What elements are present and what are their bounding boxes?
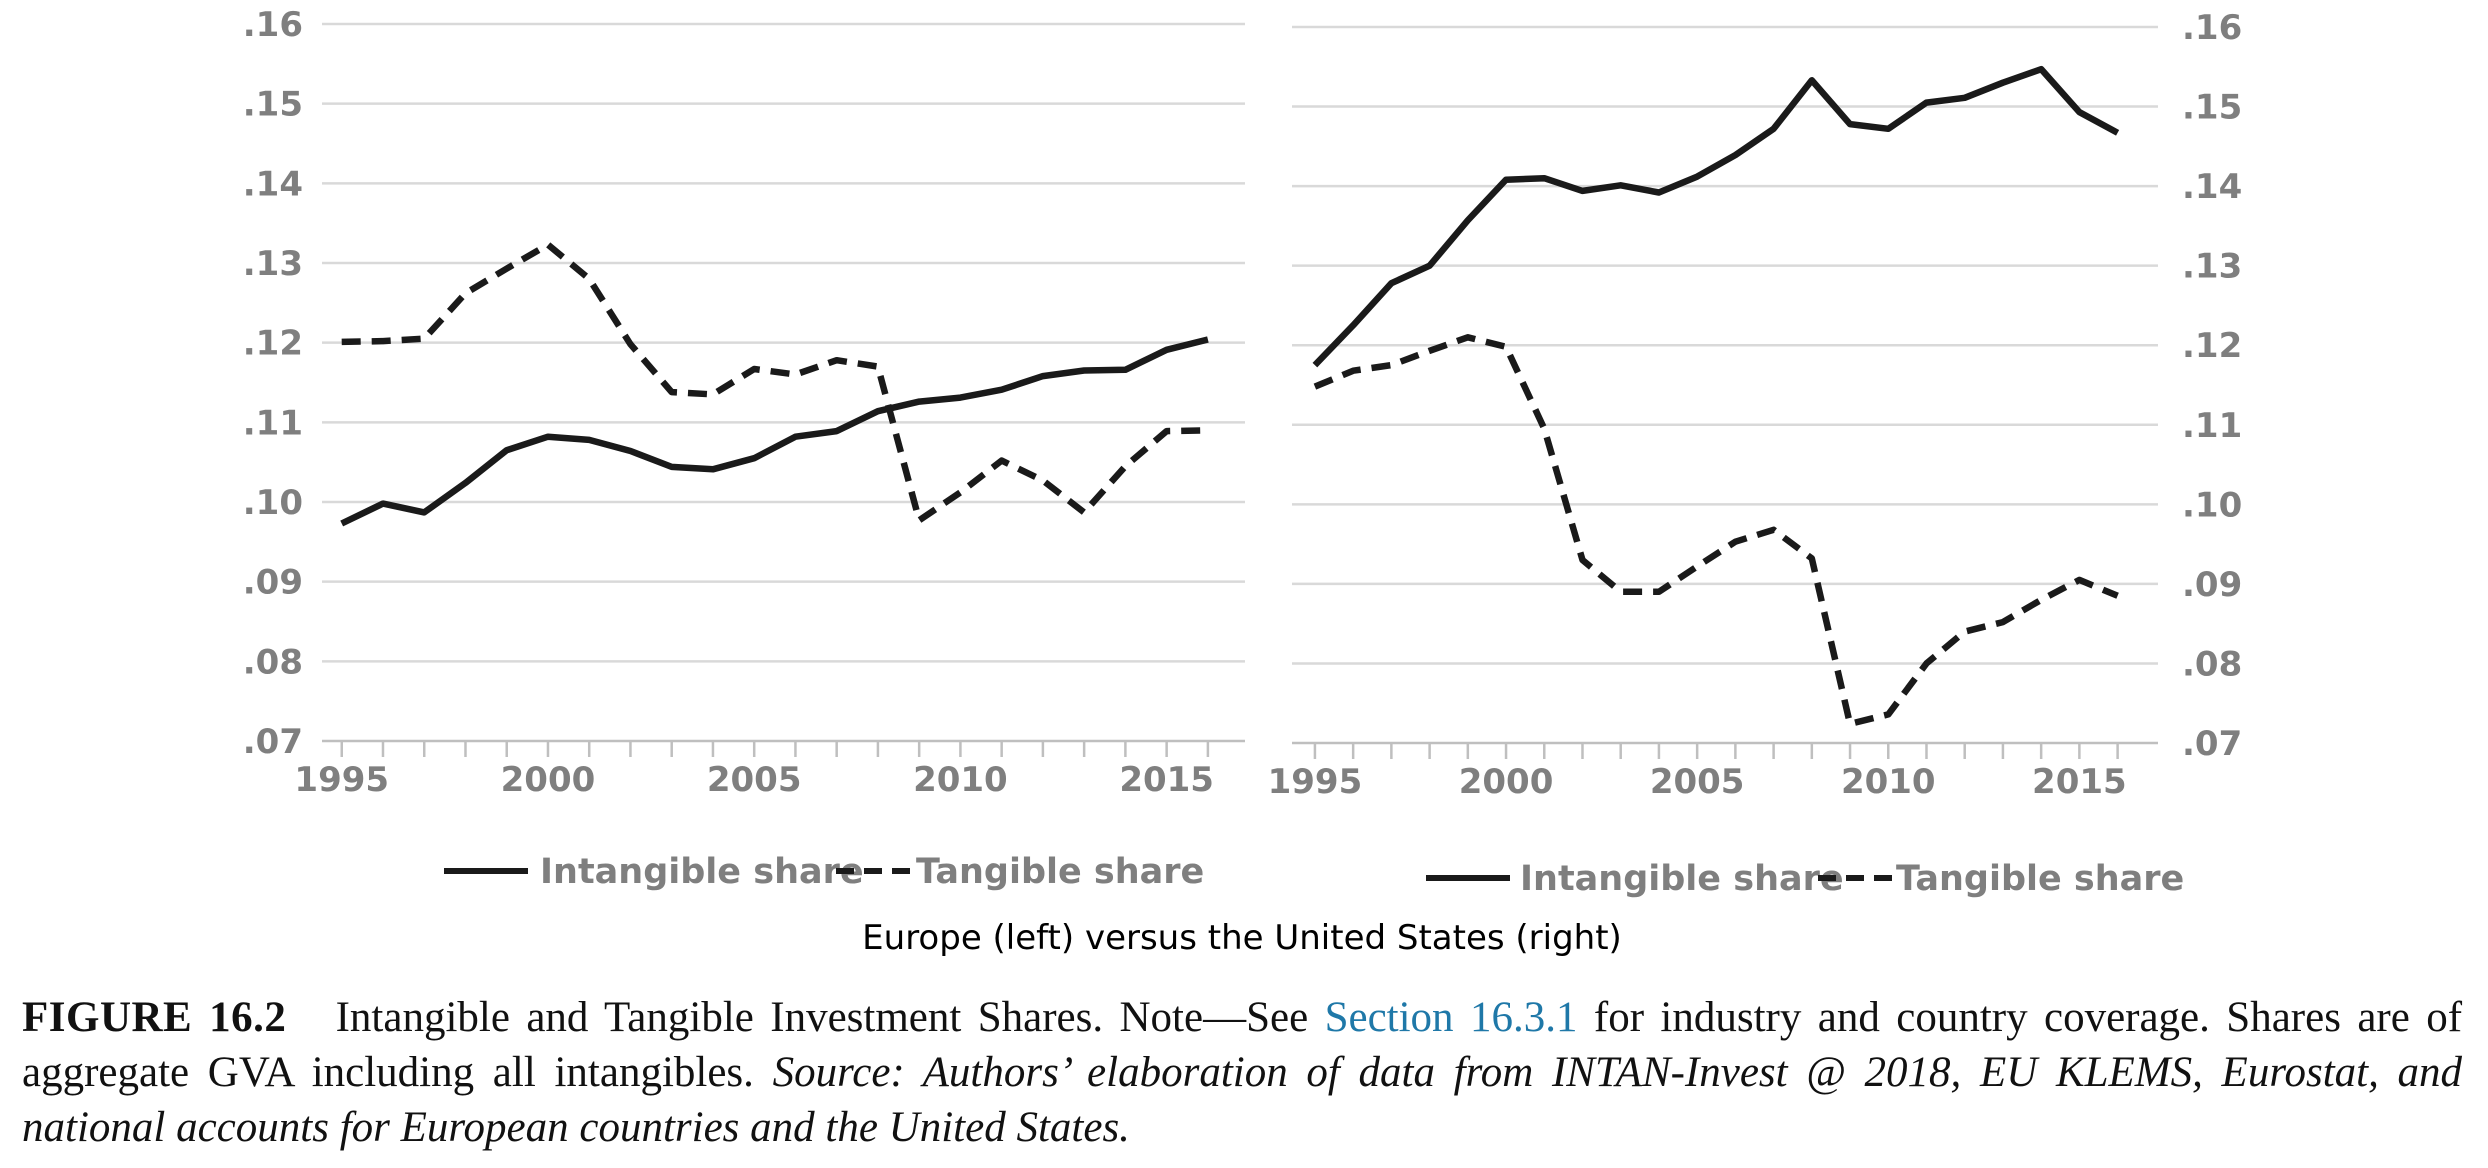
europe-y-tick-label: .13	[243, 244, 303, 284]
europe-y-tick-label: .11	[243, 403, 303, 443]
europe-y-tick-label: .10	[243, 483, 303, 523]
caption-text: Intangible and Tangible Investment Share…	[335, 994, 1309, 1041]
us-y-tick-label: .15	[2182, 88, 2242, 128]
us-y-tick-label: .16	[2182, 8, 2242, 48]
united-states-chart: .16 .15 .14 .13 .12 .11 .10 .09 .08 .07 1995 2000 20…	[1268, 8, 2243, 802]
europe-y-tick-label: .12	[243, 324, 303, 364]
us-y-tick-label: .12	[2182, 326, 2242, 366]
us-y-tick-label: .11	[2182, 406, 2242, 446]
europe-y-tick-label: .16	[243, 5, 303, 45]
us-y-tick-label: .07	[2182, 724, 2242, 764]
us-x-tick-label: 2010	[1841, 762, 1936, 802]
us-x-tick-label: 1995	[1268, 762, 1363, 802]
figure-subtitle: Europe (left) versus the United States (…	[862, 918, 1622, 958]
us-y-tick-label: .14	[2182, 167, 2242, 207]
us-intangible-share-line	[1312, 65, 2120, 368]
us-tangible-share-line	[1313, 334, 2119, 728]
caption-text-continued: for industry and country coverage. Share…	[22, 994, 2463, 1096]
legend-right-tangible-label: Tangible share	[1896, 859, 2184, 899]
us-y-tick-label: .10	[2182, 485, 2242, 525]
europe-x-tick-label: 2000	[501, 760, 596, 800]
europe-intangible-share-line	[340, 336, 1209, 527]
legend-left-tangible-label: Tangible share	[916, 852, 1204, 892]
us-x-tick-label: 2005	[1650, 762, 1745, 802]
europe-x-tick-label: 2015	[1119, 760, 1214, 800]
figure-caption: FIGURE 16.2 Intangible and Tangible Inve…	[22, 990, 2462, 1155]
legend-left-intangible-label: Intangible share	[540, 852, 864, 892]
europe-x-tick-label: 2010	[913, 760, 1008, 800]
legend-right: Intangible share Tangible share	[1426, 859, 2184, 899]
us-y-tick-label: .08	[2182, 644, 2242, 684]
europe-y-tick-label: .09	[243, 563, 303, 603]
legend-left: Intangible share Tangible share	[444, 852, 1204, 892]
section-link[interactable]: Section 16.3.1	[1324, 994, 1578, 1041]
europe-y-tick-label: .14	[243, 164, 303, 204]
legend-right-intangible-label: Intangible share	[1520, 859, 1844, 899]
us-y-tick-label: .13	[2182, 247, 2242, 287]
europe-y-tick-label: .08	[243, 642, 303, 682]
us-y-tick-label: .09	[2182, 565, 2242, 605]
caption-source: Source: Authors’ elaboration of data fro…	[22, 1049, 2463, 1151]
europe-tangible-share-line	[341, 241, 1208, 524]
europe-x-tick-label: 1995	[294, 760, 389, 800]
europe-y-tick-label: .07	[243, 722, 303, 762]
figure-label: FIGURE 16.2	[22, 994, 287, 1041]
europe-y-tick-label: .15	[243, 85, 303, 125]
us-x-tick-label: 2000	[1459, 762, 1554, 802]
us-x-tick-label: 2015	[2032, 762, 2127, 802]
europe-x-tick-label: 2005	[707, 760, 802, 800]
